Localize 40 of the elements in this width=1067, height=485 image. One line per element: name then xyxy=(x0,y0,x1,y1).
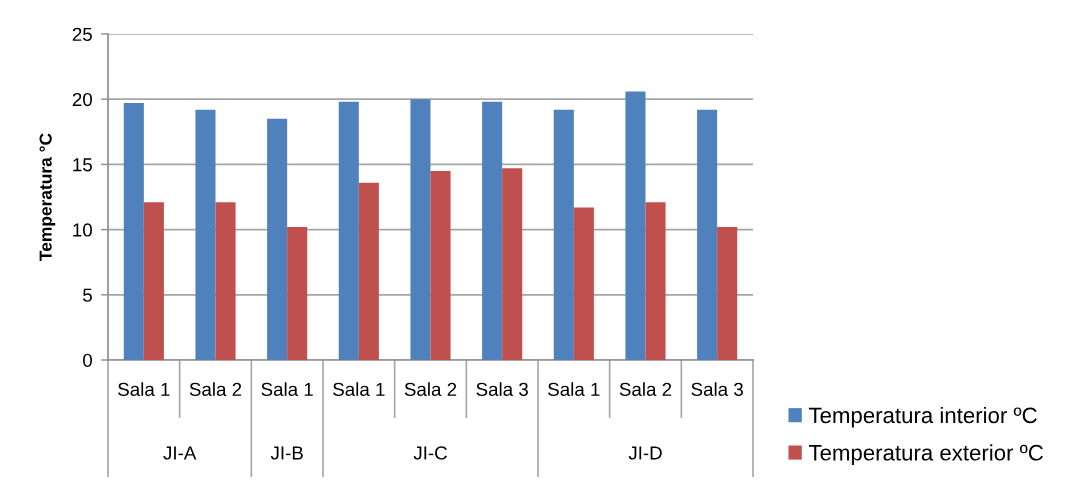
text: JI-A xyxy=(163,446,197,460)
bar xyxy=(195,109,216,360)
x-tick-label: Sala 2 xyxy=(404,382,457,396)
x-tick-label: Sala 3 xyxy=(476,382,528,396)
bar xyxy=(267,118,288,360)
bar xyxy=(717,226,738,360)
bar xyxy=(358,182,379,360)
x-tick-label: Sala 1 xyxy=(261,382,313,396)
bar xyxy=(697,109,718,360)
text: JI-C xyxy=(413,446,447,460)
bar xyxy=(123,103,144,360)
x-tick-label: Sala 1 xyxy=(118,382,170,396)
legend-label: Temperatura interior ºC xyxy=(808,406,1037,428)
y-tick-label: 20 xyxy=(72,92,92,107)
bar xyxy=(430,170,451,360)
bar xyxy=(502,168,523,360)
y-tick-label: 10 xyxy=(73,223,92,237)
bar xyxy=(215,202,236,360)
text: JI-B xyxy=(270,446,303,460)
x-tick-label: Sala 2 xyxy=(189,382,242,396)
y-axis-title: Temperatura °C xyxy=(39,133,56,261)
x-tick-label: Sala 3 xyxy=(691,382,743,396)
text: JI-D xyxy=(628,446,662,460)
bar xyxy=(287,226,308,360)
legend-label: Temperatura exterior ºC xyxy=(808,444,1043,465)
bar xyxy=(573,207,594,360)
x-tick-label: Sala 2 xyxy=(619,382,672,396)
bar xyxy=(410,99,431,360)
y-tick-label: 15 xyxy=(73,158,92,172)
y-tick-label: 25 xyxy=(72,27,92,41)
y-tick-label: 0 xyxy=(83,353,92,367)
y-tick-label: 5 xyxy=(83,288,92,302)
x-tick-label: Sala 1 xyxy=(548,382,600,396)
bar xyxy=(338,101,359,360)
bar xyxy=(645,202,666,360)
x-tick-label: Sala 1 xyxy=(333,382,385,396)
bar xyxy=(143,202,164,360)
bar xyxy=(482,101,503,360)
bar xyxy=(553,109,574,360)
bar xyxy=(625,91,646,360)
